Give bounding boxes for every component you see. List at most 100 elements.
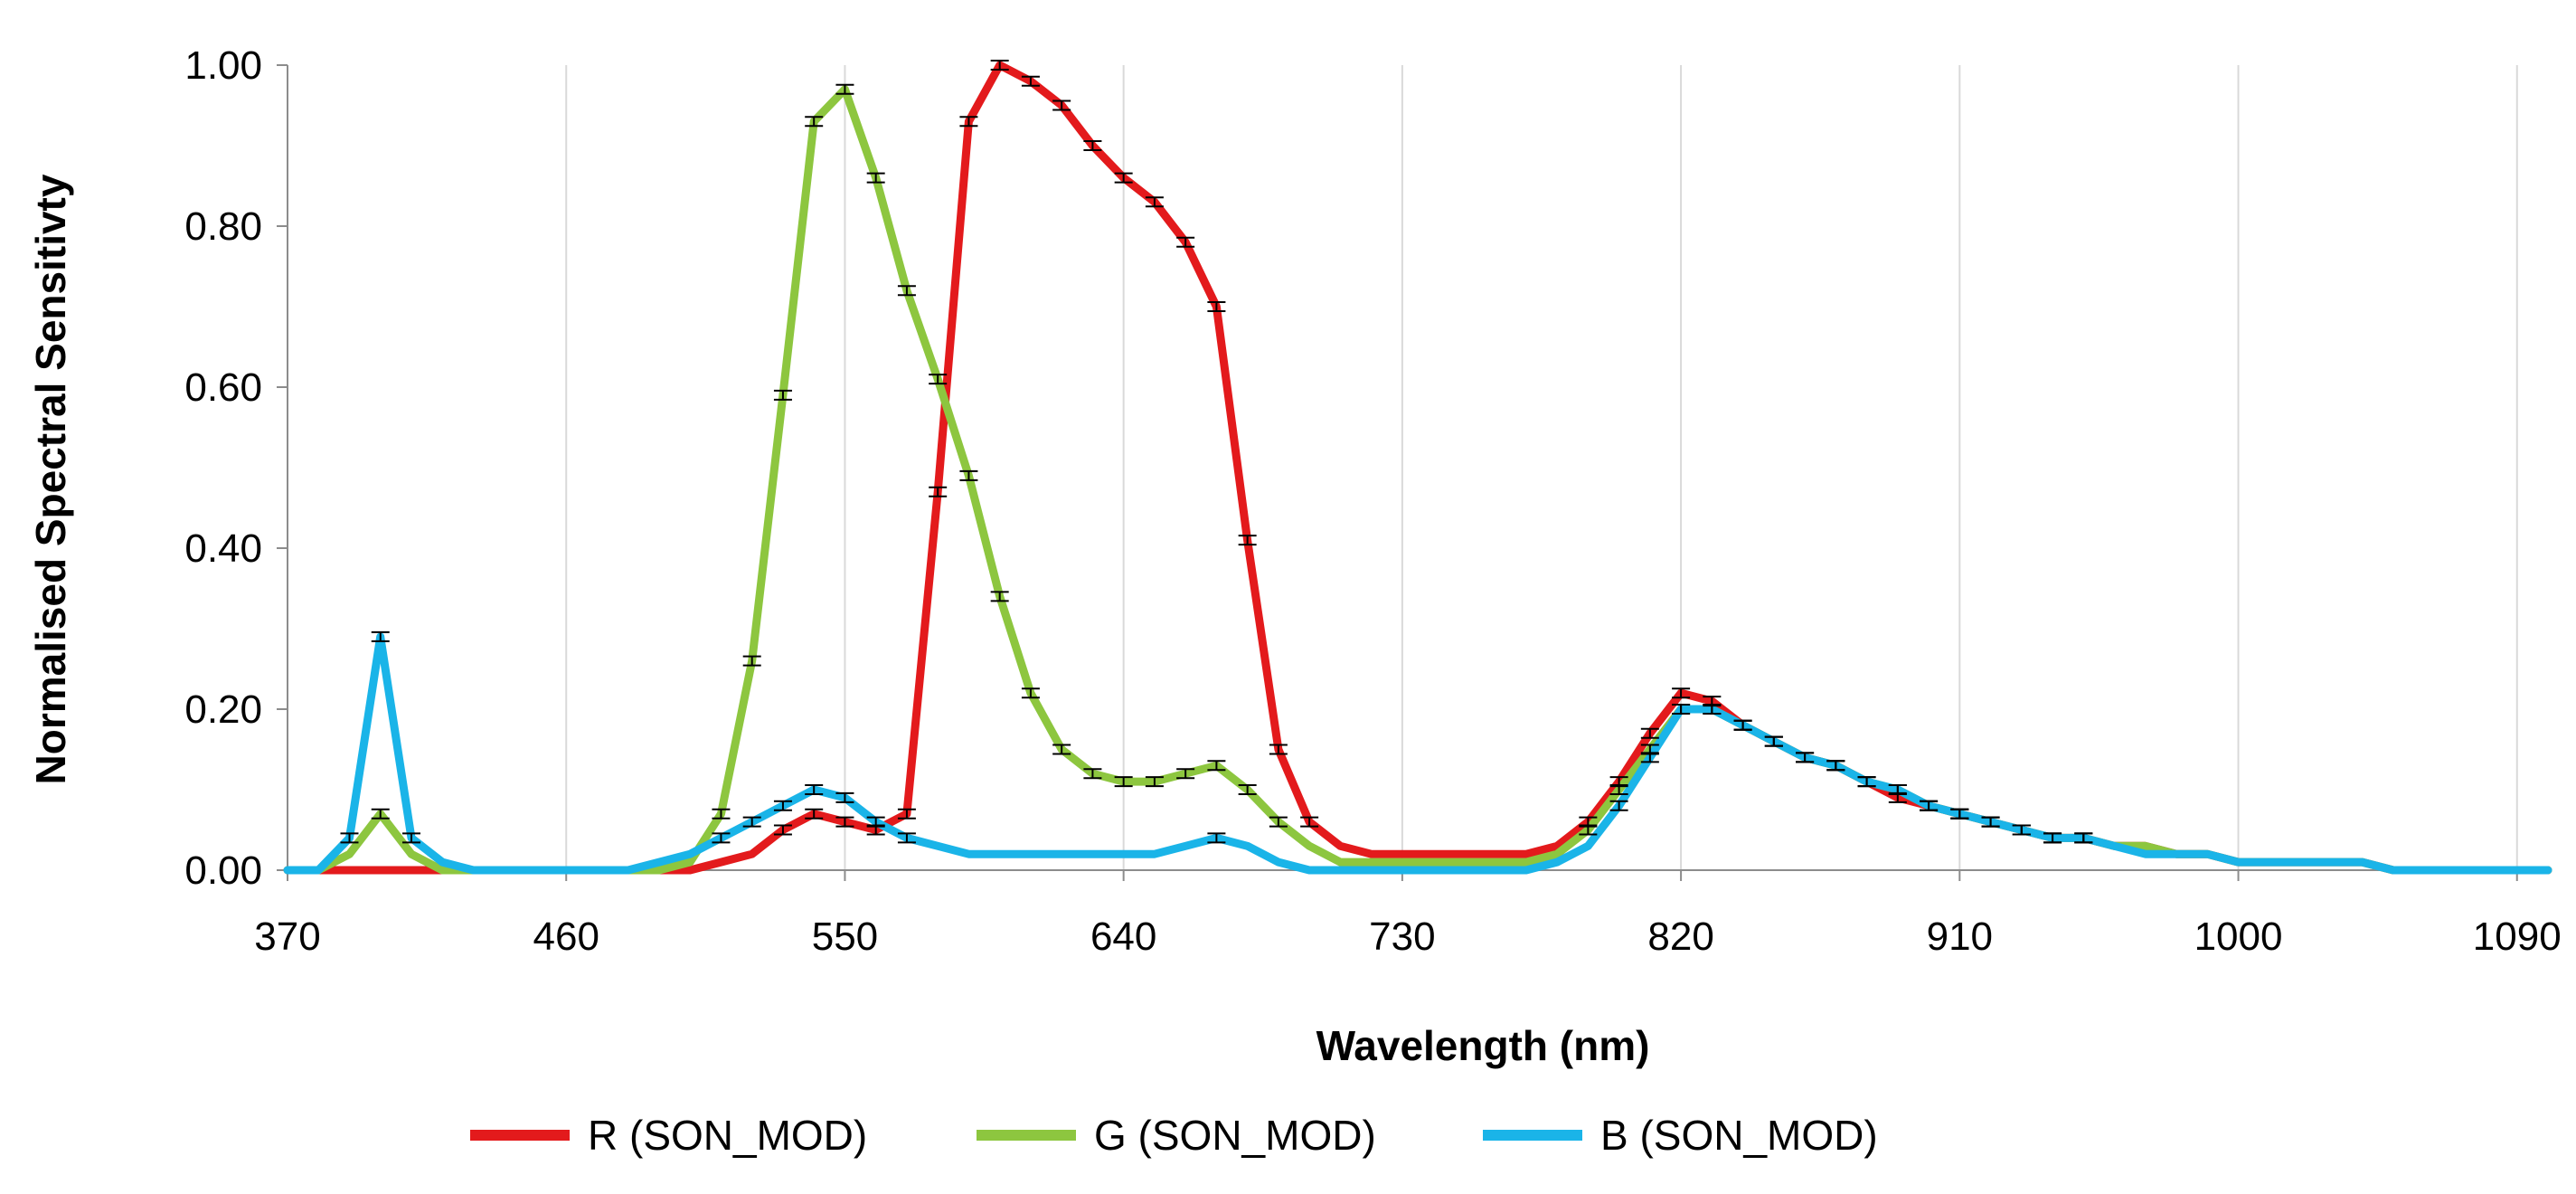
error-bar: [1796, 752, 1815, 763]
error-bar: [1888, 784, 1907, 795]
error-bar: [1764, 735, 1783, 747]
x-tick-label: 1090: [2473, 914, 2562, 959]
error-bar: [929, 374, 948, 385]
x-tick-label: 370: [254, 914, 320, 959]
error-bar: [1083, 140, 1102, 151]
error-bar: [2043, 832, 2062, 844]
x-tick-label: 460: [533, 914, 599, 959]
x-tick-label: 820: [1647, 914, 1713, 959]
error-bar: [1052, 100, 1071, 111]
y-axis-title: Normalised Spectral Sensitivty: [27, 174, 74, 784]
error-bar: [805, 116, 824, 128]
legend-item-g: G (SON_MOD): [977, 1112, 1376, 1159]
error-bar: [1145, 776, 1164, 788]
error-bar: [990, 60, 1009, 71]
y-tick-label: 0.00: [184, 848, 262, 893]
legend: R (SON_MOD) G (SON_MOD) B (SON_MOD): [470, 1112, 1878, 1159]
series-line-g: [283, 85, 2552, 875]
error-bar: [773, 824, 792, 836]
error-bar: [712, 808, 731, 820]
error-bar: [897, 832, 916, 844]
error-bar: [1021, 75, 1040, 87]
error-bar: [1733, 719, 1752, 731]
legend-label: R (SON_MOD): [588, 1112, 867, 1159]
legend-label: G (SON_MOD): [1094, 1112, 1376, 1159]
x-tick-label: 730: [1369, 914, 1435, 959]
y-tick-label: 0.20: [184, 687, 262, 732]
error-bar: [1083, 768, 1102, 780]
error-bar: [1826, 760, 1845, 772]
error-bar: [340, 832, 359, 844]
error-bar: [1207, 760, 1226, 772]
error-bar: [959, 469, 978, 481]
error-bar: [773, 389, 792, 401]
error-bar: [990, 591, 1009, 602]
series-lines: [283, 61, 2552, 875]
error-bar: [371, 630, 390, 642]
error-bar: [1672, 687, 1691, 699]
error-bar: [1207, 832, 1226, 844]
error-bar: [929, 486, 948, 498]
error-bar: [1857, 776, 1876, 788]
error-bar: [835, 816, 854, 828]
error-bar: [1114, 776, 1133, 788]
error-bar: [1207, 301, 1226, 312]
error-bar: [742, 816, 761, 828]
error-bar: [1640, 727, 1659, 739]
error-bar: [835, 791, 854, 803]
legend-item-b: B (SON_MOD): [1483, 1112, 1878, 1159]
error-bars: [340, 60, 2093, 844]
error-bar: [1114, 172, 1133, 184]
x-tick-label: 640: [1090, 914, 1156, 959]
error-bar: [1176, 236, 1195, 248]
error-bar: [2012, 824, 2031, 836]
error-bar: [1609, 800, 1628, 811]
y-tick-label: 0.60: [184, 365, 262, 410]
error-bar: [1703, 704, 1722, 715]
error-bar: [1300, 816, 1319, 828]
error-bar: [1672, 704, 1691, 715]
error-bar: [1238, 784, 1257, 795]
series-line-r: [283, 61, 2552, 875]
error-bar: [1950, 808, 1969, 820]
error-bar: [897, 285, 916, 297]
error-bar: [2074, 832, 2093, 844]
error-bar: [1640, 752, 1659, 763]
error-bar: [401, 832, 420, 844]
series-line-b: [283, 632, 2552, 875]
error-bar: [1021, 687, 1040, 699]
tick-labels: 0.00 0.20 0.40 0.60 0.80 1.00 370 460 550 640 730 8…: [184, 43, 2561, 959]
legend-item-r: R (SON_MOD): [470, 1112, 867, 1159]
error-bar: [1579, 824, 1598, 836]
error-bar: [1176, 768, 1195, 780]
error-bar: [835, 83, 854, 95]
y-tick-label: 1.00: [184, 43, 262, 88]
x-tick-label: 1000: [2194, 914, 2283, 959]
error-bar: [1269, 816, 1288, 828]
y-tick-label: 0.40: [184, 526, 262, 571]
error-bar: [805, 784, 824, 795]
error-bar: [1609, 784, 1628, 795]
error-bar: [1269, 744, 1288, 755]
error-bar: [1238, 535, 1257, 546]
error-bar: [712, 832, 731, 844]
legend-label: B (SON_MOD): [1600, 1112, 1878, 1159]
error-bar: [371, 808, 390, 820]
error-bar: [1145, 196, 1164, 208]
error-bar: [959, 116, 978, 128]
error-bar: [866, 172, 885, 184]
error-bar: [773, 800, 792, 811]
x-tick-label: 910: [1927, 914, 1993, 959]
x-tick-label: 550: [812, 914, 878, 959]
error-bar: [897, 808, 916, 820]
y-tick-label: 0.80: [184, 204, 262, 249]
x-axis-title: Wavelength (nm): [1316, 1022, 1650, 1069]
error-bar: [1052, 744, 1071, 755]
axes: [277, 64, 2548, 881]
error-bar: [742, 655, 761, 667]
error-bar: [1981, 816, 2000, 828]
error-bar: [1920, 800, 1939, 811]
error-bar: [866, 816, 885, 828]
